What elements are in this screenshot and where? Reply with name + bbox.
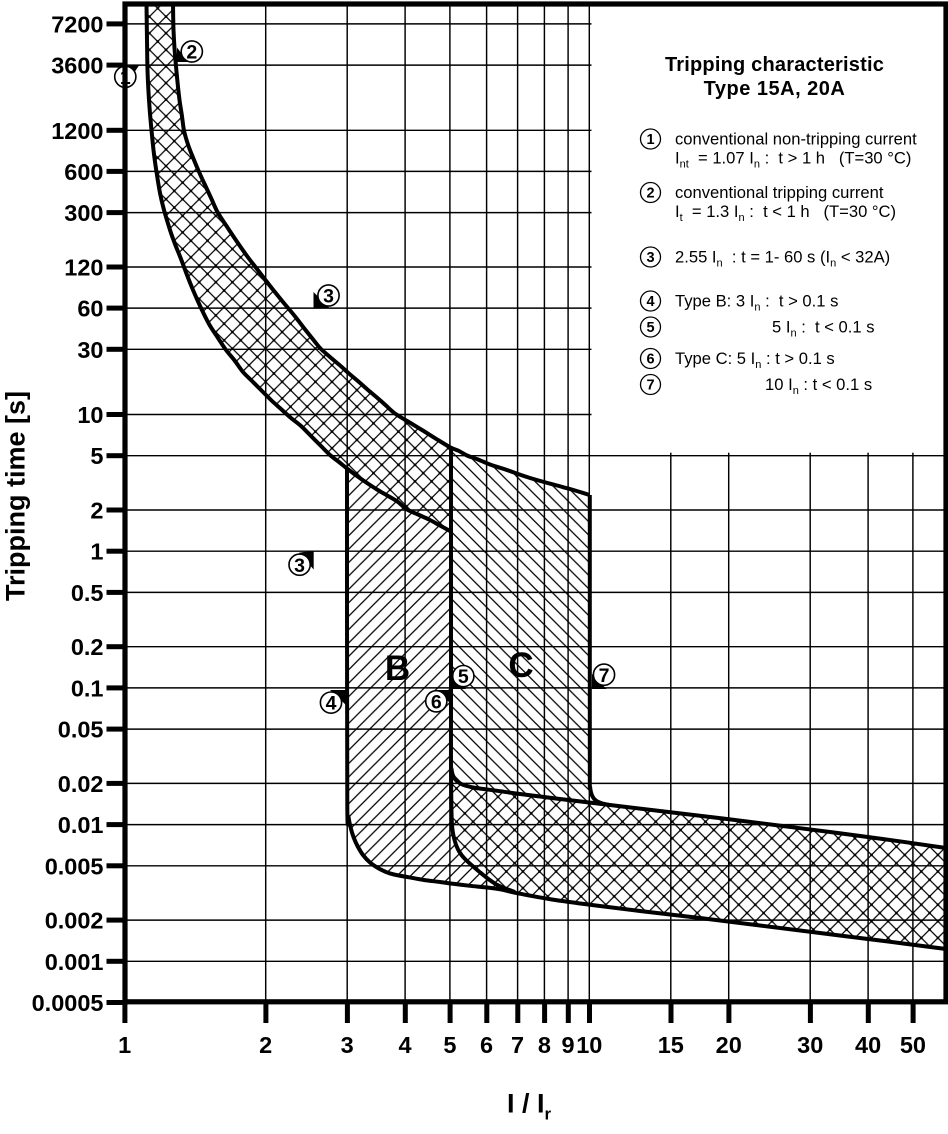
svg-text:10: 10 [77,402,103,428]
svg-text:10 In : t < 0.1 s: 10 In : t < 0.1 s [765,375,872,397]
svg-text:30: 30 [797,1032,823,1058]
svg-text:9: 9 [562,1032,575,1058]
svg-text:60: 60 [77,296,103,322]
svg-text:15: 15 [658,1032,684,1058]
svg-text:0.2: 0.2 [71,634,104,660]
svg-text:1: 1 [90,539,103,565]
svg-text:6: 6 [480,1032,493,1058]
svg-text:2: 2 [186,42,197,64]
svg-text:1: 1 [646,132,654,148]
svg-text:3: 3 [646,250,654,266]
svg-text:0.1: 0.1 [71,675,104,701]
svg-text:Type B: 3 In : t > 0.1 s: Type B: 3 In : t > 0.1 s [675,292,838,314]
svg-text:2: 2 [90,498,103,524]
svg-text:10: 10 [576,1032,602,1058]
svg-text:I / Ir: I / Ir [507,1089,552,1124]
svg-text:conventional tripping current: conventional tripping current [675,183,884,202]
svg-text:300: 300 [64,200,103,226]
svg-text:5: 5 [443,1032,456,1058]
svg-text:2: 2 [259,1032,272,1058]
svg-text:B: B [385,649,410,688]
svg-text:6: 6 [431,691,442,713]
svg-text:Int = 1.07 In : t > 1 h (T: Int = 1.07 In : t > 1 h (T=30 °C) [675,149,911,171]
svg-text:600: 600 [64,159,103,185]
svg-text:0.0005: 0.0005 [32,990,104,1016]
svg-text:50: 50 [900,1032,926,1058]
svg-text:0.01: 0.01 [58,812,104,838]
svg-text:0.5: 0.5 [71,580,104,606]
svg-text:0.002: 0.002 [45,908,104,934]
svg-text:7: 7 [599,665,610,687]
svg-text:It = 1.3 In : t < 1 h (T=3: It = 1.3 In : t < 1 h (T=30 °C) [675,202,896,224]
svg-text:5: 5 [458,666,469,688]
svg-text:1: 1 [118,1032,131,1058]
svg-text:5 In : t < 0.1 s: 5 In : t < 0.1 s [772,318,875,340]
svg-text:2.55 In : t = 1- 60 s (In < 3: 2.55 In : t = 1- 60 s (In < 32A) [675,248,890,270]
svg-text:2: 2 [646,186,654,202]
svg-text:0.02: 0.02 [58,771,104,797]
svg-text:0.001: 0.001 [45,949,104,975]
svg-text:3600: 3600 [51,53,103,79]
svg-text:conventional non-tripping curr: conventional non-tripping current [675,130,917,149]
svg-text:4: 4 [326,693,337,715]
svg-text:3: 3 [323,286,334,308]
svg-text:5: 5 [646,320,654,336]
svg-text:6: 6 [646,352,654,368]
svg-text:5: 5 [90,443,103,469]
svg-text:7: 7 [511,1032,524,1058]
svg-text:0.005: 0.005 [45,853,104,879]
svg-text:7: 7 [646,378,654,394]
svg-text:3: 3 [294,555,305,577]
svg-text:8: 8 [538,1032,551,1058]
svg-text:Tripping characteristic: Tripping characteristic [665,54,884,76]
svg-text:40: 40 [855,1032,881,1058]
svg-text:3: 3 [341,1032,354,1058]
svg-text:7200: 7200 [51,11,103,37]
svg-text:4: 4 [646,294,654,310]
svg-text:1200: 1200 [51,118,103,144]
svg-text:Type C: 5 In : t > 0.1 s: Type C: 5 In : t > 0.1 s [675,349,835,371]
svg-text:30: 30 [77,337,103,363]
svg-text:C: C [508,646,533,685]
svg-text:120: 120 [64,255,103,281]
svg-text:Type 15A, 20A: Type 15A, 20A [704,78,846,100]
svg-text:4: 4 [399,1032,412,1058]
svg-text:20: 20 [716,1032,742,1058]
svg-text:Tripping time [s]: Tripping time [s] [1,391,31,601]
svg-text:0.05: 0.05 [58,717,104,743]
